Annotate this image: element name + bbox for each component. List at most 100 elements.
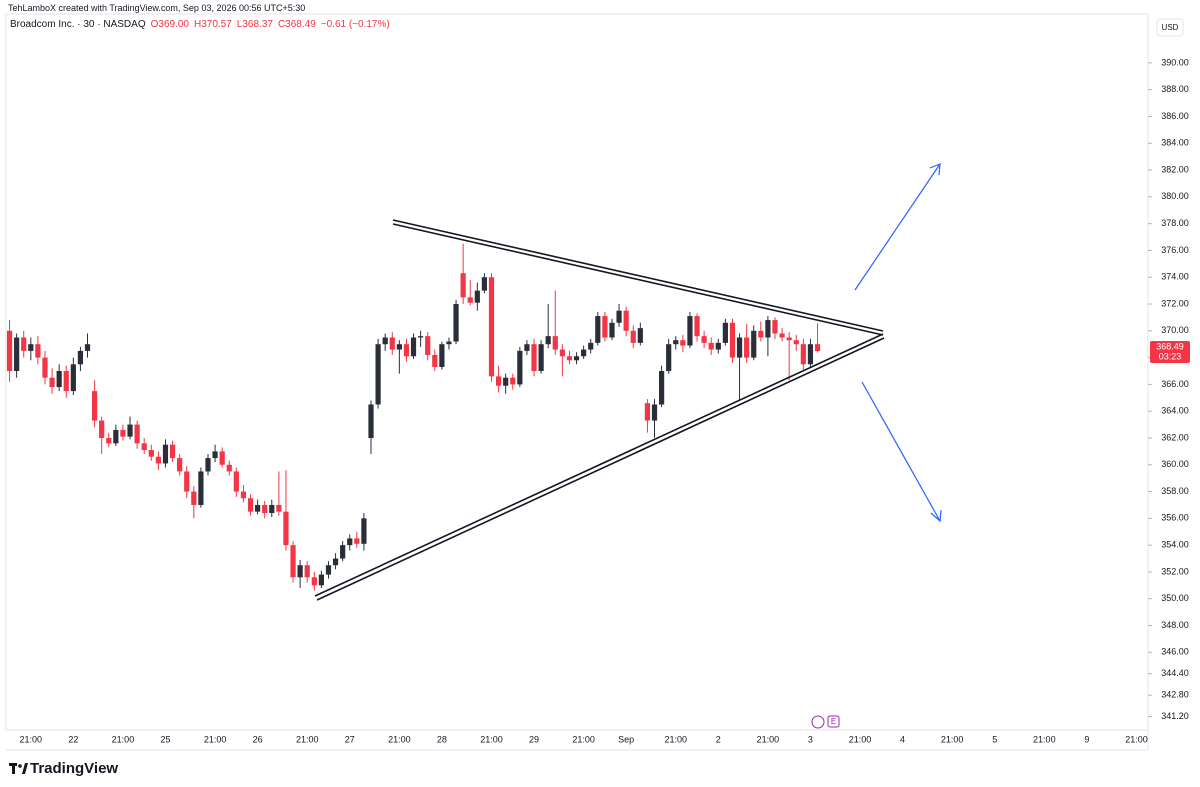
candle-body [446,341,452,345]
arrows [854,163,942,523]
y-tick-label: 356.00 [1161,513,1189,523]
candle-body [758,330,764,338]
y-tick-label: 376.00 [1161,245,1189,255]
x-tick-label: 9 [1084,734,1089,744]
candle-body [191,491,197,505]
candle-body [588,342,594,350]
legend-change: −0.61 (−0.17%) [320,19,390,30]
candle-body [573,356,580,361]
y-tick-label: 348.00 [1161,620,1189,630]
x-tick-label: 28 [437,734,447,744]
candle-body [694,316,700,337]
candle-body [283,511,289,546]
x-tick-label: 21:00 [665,734,688,744]
price-tag [1150,341,1190,364]
candle-body [113,429,119,444]
candle-body [439,344,445,367]
candle-body [510,377,516,385]
candle-body [581,349,587,357]
candle-body [566,356,573,361]
x-tick-label: 5 [992,734,997,744]
earnings-box[interactable] [827,715,840,728]
candle-body [84,344,91,351]
candle-body [503,377,509,386]
candle-body [552,336,558,350]
lower-trendline [316,337,885,601]
price-tag-label: 368.49 [1156,341,1184,351]
logo-shape [22,763,28,774]
candle-body [297,565,303,578]
candle-body [361,518,367,544]
candle-body [318,574,324,586]
candle-body [205,458,211,472]
x-tick-label: 21:00 [296,734,319,744]
candle-body [375,344,381,405]
y-tick-label: 358.00 [1161,486,1189,496]
logo-shape [12,763,15,774]
candle-body [382,337,388,345]
candle-body [77,350,84,365]
y-tick-label: 390.00 [1161,57,1189,67]
plot-frame [5,13,1149,731]
y-tick-label: 388.00 [1161,84,1189,94]
candle-body [559,349,565,357]
y-tick-label: 370.00 [1161,325,1189,335]
earnings-icon[interactable]: E [831,717,836,726]
legend-high: H370.57 [193,19,232,30]
candle-body [474,290,480,303]
candle-body [134,424,140,444]
x-tick-label: Sep [618,734,634,744]
x-tick-label: 26 [253,734,263,744]
candle-body [184,471,190,492]
dividend-icon[interactable] [811,715,825,729]
y-tick-label: 362.00 [1161,432,1189,442]
candle-body [56,370,62,388]
candle-body [531,344,537,371]
y-tick-label: 344.40 [1161,668,1189,678]
candle-body [99,420,105,438]
y-tick-label: 364.00 [1161,406,1189,416]
candle-body [162,444,169,464]
candle-body [602,316,608,338]
y-tick-label: 382.00 [1161,164,1189,174]
candle-body [495,376,502,386]
y-tick-label: 366.00 [1161,379,1189,389]
candle-body [262,504,268,513]
candle-body [630,330,636,343]
candle-body [418,336,424,338]
countdown: 03:23 [1159,351,1182,361]
candle-body [247,498,254,512]
candle-body [807,344,814,365]
candle-body [311,577,317,586]
candle-body [460,273,466,298]
candle-body [545,336,551,345]
candle-body [772,320,778,334]
candle-body [651,404,658,421]
candle-body [127,424,133,437]
arrow-down [861,381,941,522]
candle-body [673,340,679,345]
candle-body [481,277,488,291]
candle-body [425,336,431,355]
candle-body [765,320,771,338]
y-tick-label: 346.00 [1161,647,1189,657]
candle-body [389,337,395,350]
candle-body [687,316,693,346]
x-tick-label: 21:00 [757,734,780,744]
x-tick-label: 21:00 [941,734,964,744]
candle-body [276,504,282,512]
candle-body [240,491,247,499]
x-tick-label: 21:00 [1125,734,1148,744]
x-tick-label: 21:00 [849,734,872,744]
x-tick-label: 21:00 [204,734,227,744]
candle-body [432,354,438,367]
candle-body [658,370,665,405]
y-tick-label: 380.00 [1161,191,1189,201]
upper-trendline [392,219,884,332]
candle-body [644,403,651,421]
x-tick-label: 22 [68,734,78,744]
candle-body [722,322,728,343]
y-tick-label: 360.00 [1161,459,1189,469]
x-tick-label: 4 [900,734,905,744]
